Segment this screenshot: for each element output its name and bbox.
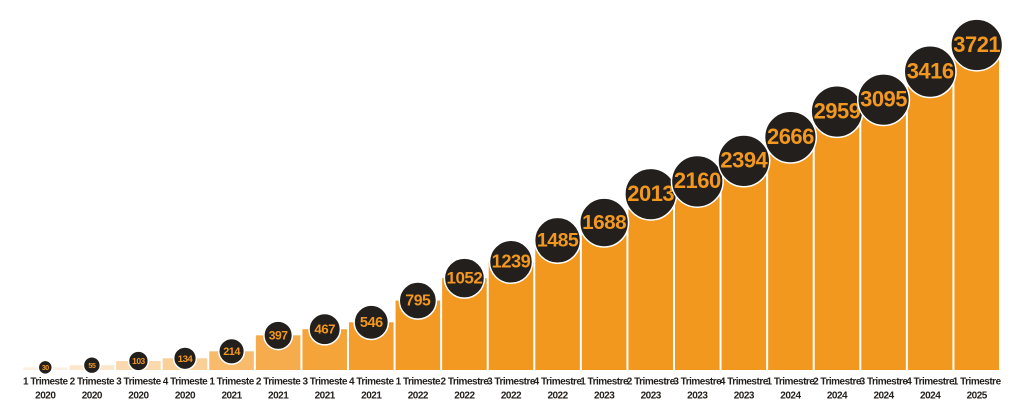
x-tick-label: 2020 <box>128 391 149 402</box>
value-label: 30 <box>42 365 49 372</box>
x-tick-label: 4 Trimeste <box>163 377 208 388</box>
bar <box>907 71 953 370</box>
value-badge <box>443 257 486 299</box>
x-tick-label: 4 Trimestre <box>534 377 583 388</box>
value-label: 134 <box>178 354 194 365</box>
value-badge <box>82 355 102 375</box>
x-tick-label: 3 Trimeste <box>302 377 347 388</box>
bar <box>628 194 673 370</box>
value-label: 1485 <box>537 229 579 251</box>
value-label: 467 <box>314 322 335 337</box>
value-label: 2013 <box>627 181 674 206</box>
x-tick-label: 2022 <box>501 391 522 402</box>
x-tick-label: 2023 <box>594 391 615 402</box>
value-label: 2394 <box>720 148 768 173</box>
value-badge <box>37 359 54 376</box>
x-tick-label: 1 Trimestre <box>580 377 629 388</box>
value-badge <box>950 18 1004 72</box>
value-badge <box>218 337 246 365</box>
bar <box>861 99 906 371</box>
value-badge <box>533 216 582 264</box>
x-tick-label: 1 Trimeste <box>396 377 441 388</box>
value-badge <box>127 350 150 372</box>
value-badge <box>263 320 294 351</box>
bar <box>954 45 999 370</box>
x-tick-label: 2 Trimeste <box>256 377 301 388</box>
x-tick-label: 2023 <box>641 391 662 402</box>
value-label: 214 <box>223 346 240 358</box>
value-badge <box>670 154 724 208</box>
x-tick-label: 2 Trimeste <box>70 377 115 388</box>
value-label: 1239 <box>492 251 531 272</box>
x-tick-label: 2020 <box>82 391 103 402</box>
x-tick-label: 2020 <box>35 391 56 402</box>
x-tick-label: 2020 <box>175 391 196 402</box>
value-badge <box>717 134 771 188</box>
x-tick-label: 2022 <box>408 391 429 402</box>
value-badge <box>308 312 342 346</box>
x-tick-label: 2021 <box>315 391 336 402</box>
value-badge <box>488 239 534 285</box>
value-label: 2160 <box>674 168 721 193</box>
value-badge <box>172 346 198 371</box>
x-tick-label: 1 Trimestre <box>953 377 1002 388</box>
x-tick-label: 2024 <box>780 391 801 402</box>
value-badge <box>856 73 911 127</box>
value-badge <box>578 197 630 248</box>
x-tick-label: 2021 <box>361 391 382 402</box>
x-tick-label: 3 Trimestre <box>860 377 909 388</box>
value-badge <box>763 110 818 164</box>
value-label: 1052 <box>446 269 482 288</box>
bar <box>768 137 813 370</box>
x-tick-label: 4 Trimeste <box>349 377 394 388</box>
value-label: 546 <box>360 315 383 331</box>
x-tick-label: 1 Trimestre <box>766 377 815 388</box>
x-tick-label: 3 Trimestre <box>487 377 536 388</box>
x-tick-label: 2 Trimestre <box>627 377 676 388</box>
bar <box>721 160 767 370</box>
x-tick-label: 2022 <box>547 391 568 402</box>
x-tick-label: 2021 <box>221 391 242 402</box>
x-tick-label: 3 Trimestre <box>673 377 722 388</box>
value-label: 103 <box>132 356 145 366</box>
bar <box>814 111 860 370</box>
value-badge <box>398 281 438 320</box>
x-tick-label: 1 Trimeste <box>23 377 68 388</box>
bar <box>675 181 720 370</box>
value-label: 1688 <box>582 211 626 234</box>
value-label: 2959 <box>814 98 861 123</box>
x-tick-label: 2023 <box>734 391 755 402</box>
value-badge <box>353 304 390 341</box>
x-tick-label: 2024 <box>920 391 941 402</box>
value-label: 3416 <box>907 58 954 83</box>
value-label: 3721 <box>953 32 1000 57</box>
value-label: 55 <box>88 362 95 370</box>
x-tick-label: 4 Trimestre <box>906 377 955 388</box>
x-tick-label: 2 Trimestre <box>440 377 489 388</box>
value-label: 795 <box>405 293 431 310</box>
x-tick-label: 4 Trimestre <box>720 377 769 388</box>
x-tick-label: 2 Trimestre <box>813 377 862 388</box>
x-tick-label: 2023 <box>687 391 708 402</box>
x-tick-label: 2025 <box>967 391 988 402</box>
x-tick-label: 3 Trimeste <box>116 377 161 388</box>
x-tick-label: 1 Trimeste <box>209 377 254 388</box>
x-tick-label: 2021 <box>268 391 289 402</box>
value-label: 397 <box>269 329 288 343</box>
x-tick-label: 2024 <box>873 391 894 402</box>
value-label: 3095 <box>860 86 907 111</box>
x-tick-label: 2024 <box>827 391 848 402</box>
value-label: 2666 <box>767 124 814 149</box>
x-tick-label: 2022 <box>454 391 475 402</box>
value-badge <box>903 45 957 99</box>
